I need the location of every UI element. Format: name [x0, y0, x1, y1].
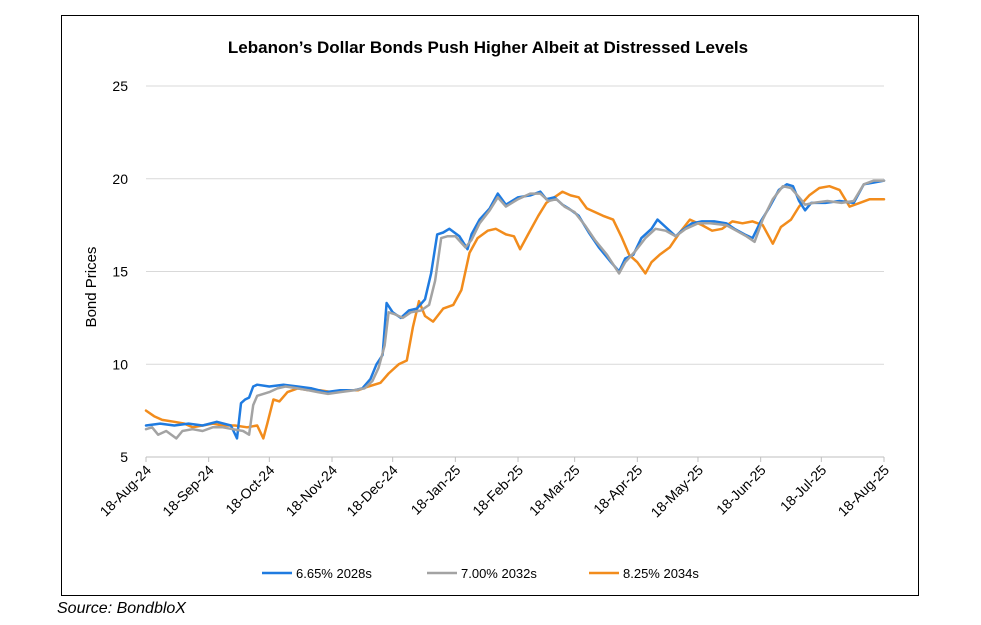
gridlines: [146, 85, 884, 365]
legend-label-1: 6.65% 2028s: [296, 566, 372, 581]
series-line-2: [144, 179, 886, 440]
y-axis-ticks: 5 10 15 20 25: [112, 78, 128, 465]
line-chart: Lebanon’s Dollar Bonds Push Higher Albei…: [83, 38, 893, 581]
x-tick-label: 18-Jun-25: [713, 462, 769, 518]
x-tick-label: 18-Jan-25: [408, 462, 464, 518]
series-lines: [144, 179, 886, 440]
x-tick-label: 18-Sep-24: [159, 462, 217, 520]
source-note: Source: BondbloX: [57, 600, 186, 617]
legend: 6.65% 2028s 7.00% 2032s 8.25% 2034s: [262, 566, 699, 581]
y-tick-label: 15: [112, 264, 128, 280]
y-tick-label: 20: [112, 171, 128, 187]
series-line-1: [144, 179, 886, 440]
x-axis: 18-Aug-24 18-Sep-24 18-Oct-24 18-Nov-24 18-D…: [97, 456, 893, 521]
x-tick-label: 18-Jul-25: [777, 462, 830, 515]
legend-label-2: 7.00% 2032s: [461, 566, 537, 581]
chart-title: Lebanon’s Dollar Bonds Push Higher Albei…: [228, 38, 748, 57]
x-tick-label: 18-Oct-24: [222, 462, 277, 517]
x-tick-label: 18-Nov-24: [283, 462, 341, 520]
chart-frame: Lebanon’s Dollar Bonds Push Higher Albei…: [61, 15, 919, 596]
x-tick-label: 18-May-25: [647, 462, 706, 521]
y-tick-label: 5: [120, 449, 128, 465]
x-tick-label: 18-Aug-25: [835, 462, 893, 520]
legend-label-3: 8.25% 2034s: [623, 566, 699, 581]
y-tick-label: 10: [112, 356, 128, 372]
x-tick-label: 18-Feb-25: [469, 462, 526, 519]
series-line-3: [144, 184, 886, 440]
x-tick-label: 18-Apr-25: [590, 462, 645, 517]
y-tick-label: 25: [112, 78, 128, 94]
y-axis-label: Bond Prices: [83, 247, 100, 328]
x-tick-label: 18-Dec-24: [343, 462, 401, 520]
x-tick-label: 18-Aug-24: [97, 462, 155, 520]
x-tick-label: 18-Mar-25: [526, 462, 583, 519]
